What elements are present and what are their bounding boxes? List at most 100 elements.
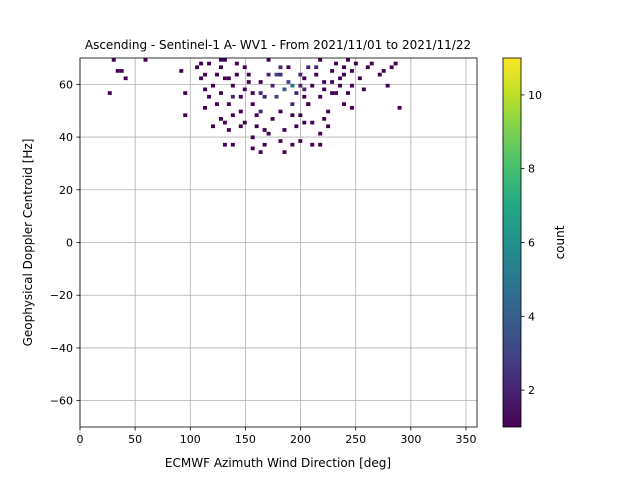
x-axis-label: ECMWF Azimuth Wind Direction [deg] xyxy=(165,456,391,470)
y-tick-label: 60 xyxy=(59,78,73,91)
heatmap-cell xyxy=(123,76,128,81)
heatmap-cell xyxy=(238,109,243,114)
colorbar-tick-label: 8 xyxy=(528,163,535,176)
heatmap-cell xyxy=(254,113,259,118)
heatmap-cell xyxy=(226,102,231,106)
heatmap-cell xyxy=(330,91,335,95)
x-tick-label: 300 xyxy=(400,433,421,446)
heatmap-cell xyxy=(199,76,204,81)
heatmap-cell xyxy=(246,80,251,84)
heatmap-cell xyxy=(119,69,124,73)
heatmap-cell xyxy=(334,91,339,95)
heatmap-cell xyxy=(262,94,267,99)
heatmap-cell xyxy=(290,113,295,118)
heatmap-cell xyxy=(218,65,223,70)
heatmap-cell xyxy=(183,91,188,95)
heatmap-cell xyxy=(361,87,366,92)
heatmap-cell xyxy=(298,83,303,88)
heatmap-cell xyxy=(282,87,287,92)
colorbar-tick-label: 4 xyxy=(528,310,535,323)
heatmap-cell xyxy=(222,142,227,147)
heatmap-cell xyxy=(203,87,208,92)
heatmap-cell xyxy=(218,58,223,62)
heatmap-cell xyxy=(310,83,315,88)
heatmap-cell xyxy=(345,58,350,62)
heatmap-cell xyxy=(326,109,331,114)
y-gridlines xyxy=(80,83,477,402)
heatmap-cell xyxy=(282,128,287,132)
heatmap-cell xyxy=(218,117,223,121)
heatmap-cell xyxy=(250,135,255,140)
heatmap-cell xyxy=(310,142,315,147)
y-tick-label: 20 xyxy=(59,184,73,197)
heatmap-cell xyxy=(242,87,247,92)
heatmap-cell xyxy=(302,87,307,92)
heatmap-cell xyxy=(115,69,120,73)
heatmap-cell xyxy=(282,150,287,154)
heatmap-cell xyxy=(107,91,112,95)
heatmap-cell xyxy=(302,76,307,81)
heatmap-cell xyxy=(314,65,319,70)
heatmap-cell xyxy=(214,72,219,77)
heatmap-cell xyxy=(143,58,148,62)
colorbar: 2 4 6 8 10 count xyxy=(502,57,567,428)
x-tick-label: 350 xyxy=(455,433,476,446)
heatmap-cell xyxy=(318,94,323,99)
x-tick-label: 0 xyxy=(77,433,84,446)
heatmap-cell xyxy=(290,83,295,88)
heatmap-cell xyxy=(318,131,323,136)
colorbar-tick-label: 2 xyxy=(528,384,535,397)
heatmap-cell xyxy=(266,58,271,62)
heatmap-cell xyxy=(278,139,283,143)
heatmap-cell xyxy=(294,91,299,95)
heatmap-cell xyxy=(226,76,231,81)
y-tick-label: −40 xyxy=(50,342,73,355)
y-tick-label: −60 xyxy=(50,395,73,408)
heatmap-cell xyxy=(238,94,243,99)
heatmap-cell xyxy=(318,142,323,147)
heatmap-cell xyxy=(314,72,319,77)
heatmap-cell xyxy=(385,83,390,88)
heatmap-cell xyxy=(230,94,235,99)
x-tick-label: 200 xyxy=(290,433,311,446)
heatmap-cell xyxy=(349,69,354,73)
heatmap-cell xyxy=(203,72,208,77)
heatmap-cell xyxy=(222,120,227,125)
heatmap-cell xyxy=(298,113,303,118)
heatmap-cell xyxy=(290,102,295,106)
heatmap-cells xyxy=(107,58,402,154)
colorbar-tick-label: 10 xyxy=(528,89,542,102)
heatmap-cell xyxy=(195,65,200,70)
heatmap-cell xyxy=(322,80,327,84)
x-tick-label: 150 xyxy=(235,433,256,446)
y-tick-label: 40 xyxy=(59,131,73,144)
heatmap-cell xyxy=(250,91,255,95)
heatmap-cell xyxy=(222,58,227,62)
heatmap-cell xyxy=(381,69,386,73)
heatmap-cell xyxy=(278,65,283,70)
heatmap-cell xyxy=(262,128,267,132)
heatmap-cell xyxy=(199,61,204,66)
heatmap-cell xyxy=(338,83,343,88)
heatmap-cell xyxy=(238,124,243,129)
x-axis-ticks: 0 50 100 150 200 250 300 350 xyxy=(77,427,476,446)
x-tick-label: 100 xyxy=(180,433,201,446)
heatmap-cell xyxy=(349,83,354,88)
heatmap-cell xyxy=(274,72,279,77)
x-tick-label: 250 xyxy=(345,433,366,446)
heatmap-cell xyxy=(179,69,184,73)
heatmap-cell xyxy=(318,58,323,62)
heatmap-cell xyxy=(278,109,283,114)
heatmap-cell xyxy=(365,65,370,70)
heatmap-cell xyxy=(250,146,255,151)
heatmap-cell xyxy=(266,131,271,136)
heatmap-cell xyxy=(349,105,354,110)
heatmap-cell xyxy=(258,91,263,95)
heatmap-cell xyxy=(286,80,291,84)
heatmap-cell xyxy=(342,72,346,77)
heatmap-cell xyxy=(262,142,267,147)
heatmap-cell xyxy=(286,65,291,70)
heatmap-cell xyxy=(222,76,227,81)
heatmap-cell xyxy=(207,94,212,99)
